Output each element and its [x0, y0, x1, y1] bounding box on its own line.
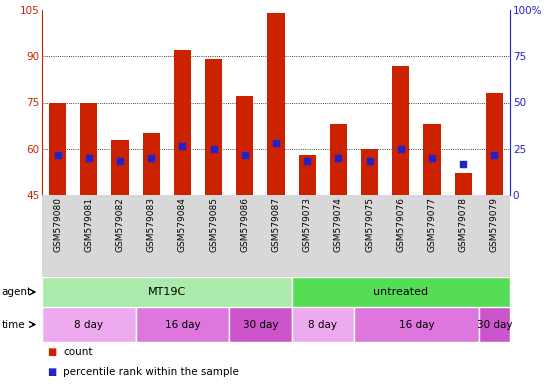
Bar [142, 133, 160, 195]
Text: 8 day: 8 day [74, 319, 103, 329]
Text: GSM579085: GSM579085 [209, 197, 218, 252]
Text: 16 day: 16 day [164, 319, 200, 329]
Bar [486, 93, 503, 195]
Bar [292, 277, 510, 307]
Bar [292, 307, 354, 342]
Text: GSM579087: GSM579087 [272, 197, 280, 252]
Bar [330, 124, 347, 195]
Point [116, 158, 124, 164]
Bar [42, 307, 136, 342]
Text: GSM579084: GSM579084 [178, 197, 187, 252]
Text: GSM579074: GSM579074 [334, 197, 343, 252]
Bar [424, 124, 441, 195]
Text: percentile rank within the sample: percentile rank within the sample [63, 367, 239, 377]
Text: 30 day: 30 day [477, 319, 512, 329]
Text: 30 day: 30 day [243, 319, 278, 329]
Point [334, 155, 343, 161]
Text: 16 day: 16 day [399, 319, 434, 329]
Bar [112, 139, 129, 195]
Point [209, 146, 218, 152]
Point [490, 152, 499, 158]
Point [365, 158, 374, 164]
Text: time: time [2, 319, 25, 329]
Text: GSM579082: GSM579082 [116, 197, 124, 252]
Text: GSM579083: GSM579083 [147, 197, 156, 252]
Bar [299, 155, 316, 195]
Bar [361, 149, 378, 195]
Text: GSM579078: GSM579078 [459, 197, 468, 252]
Text: GSM579073: GSM579073 [302, 197, 312, 252]
Text: ■: ■ [47, 367, 57, 377]
Point [459, 161, 468, 167]
Point [147, 155, 156, 161]
Point [303, 158, 312, 164]
Text: 8 day: 8 day [309, 319, 337, 329]
Point [272, 139, 280, 146]
Point [53, 152, 62, 158]
Bar [479, 307, 510, 342]
Text: agent: agent [2, 287, 32, 297]
Bar [267, 13, 284, 195]
Text: GSM579077: GSM579077 [427, 197, 437, 252]
Text: GSM579079: GSM579079 [490, 197, 499, 252]
Text: GSM579076: GSM579076 [397, 197, 405, 252]
Bar [229, 307, 292, 342]
Bar [455, 174, 472, 195]
Point [397, 146, 405, 152]
Bar [354, 307, 479, 342]
Point [427, 155, 436, 161]
Bar [80, 103, 97, 195]
Text: GSM579086: GSM579086 [240, 197, 249, 252]
Point [178, 142, 187, 149]
Bar [42, 277, 292, 307]
Bar [136, 307, 229, 342]
Point [240, 152, 249, 158]
Bar [174, 50, 191, 195]
Text: GSM579081: GSM579081 [84, 197, 94, 252]
Text: count: count [63, 347, 92, 357]
Bar [236, 96, 254, 195]
Bar [49, 103, 66, 195]
Text: ■: ■ [47, 347, 57, 357]
Bar [392, 66, 409, 195]
Bar [205, 60, 222, 195]
Text: GSM579075: GSM579075 [365, 197, 374, 252]
Text: untreated: untreated [373, 287, 428, 297]
Text: MT19C: MT19C [147, 287, 186, 297]
Text: GSM579080: GSM579080 [53, 197, 62, 252]
Point [84, 155, 93, 161]
